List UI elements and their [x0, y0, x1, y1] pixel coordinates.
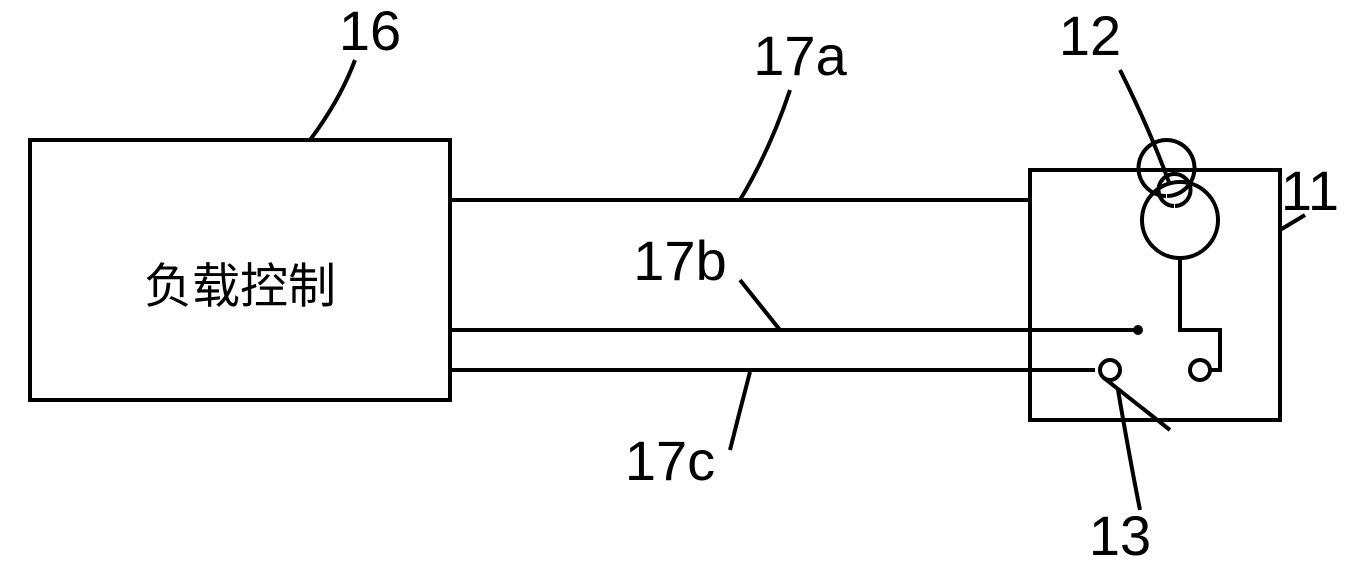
switch-arm: [1104, 378, 1170, 430]
label-l11: 11: [1281, 159, 1339, 222]
leader-ld17c: [730, 372, 750, 450]
label-l17a: 17a: [753, 24, 847, 87]
leader-ld17a: [740, 90, 790, 200]
relay-enclosure: [1030, 170, 1280, 420]
label-l16: 16: [339, 0, 401, 62]
label-l17c: 17c: [625, 429, 715, 492]
reference-labels: 16 17a 17b 17c 12 11 13: [339, 0, 1339, 564]
load-control-label: 负载控制: [144, 261, 336, 314]
leader-lines: [310, 60, 1305, 510]
label-l17b: 17b: [633, 229, 726, 292]
label-l13: 13: [1089, 504, 1151, 564]
switch-terminal-right: [1190, 360, 1210, 380]
leader-ld16: [310, 60, 355, 140]
relay-internal-wire: [1180, 258, 1220, 370]
leader-ld13: [1118, 390, 1140, 510]
switch-terminal-left: [1100, 360, 1120, 380]
diagram-svg: 负载控制 16 17a 17b 17c 12 11 13: [0, 0, 1364, 564]
label-l12: 12: [1059, 4, 1121, 67]
leader-ld12: [1120, 70, 1170, 185]
leader-ld17b: [740, 280, 780, 330]
junction-node: [1133, 325, 1143, 335]
